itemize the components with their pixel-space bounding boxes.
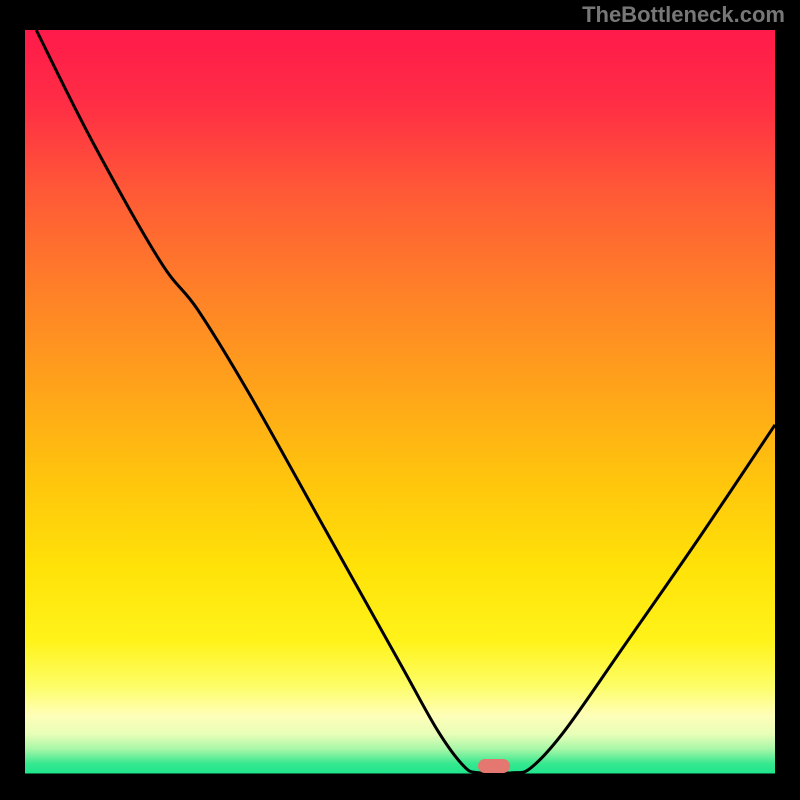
attribution-text: TheBottleneck.com: [582, 2, 785, 28]
bottleneck-curve: [36, 30, 775, 774]
bottleneck-chart: [25, 30, 775, 775]
curve-layer: [25, 30, 775, 775]
optimal-point-marker: [478, 759, 510, 773]
